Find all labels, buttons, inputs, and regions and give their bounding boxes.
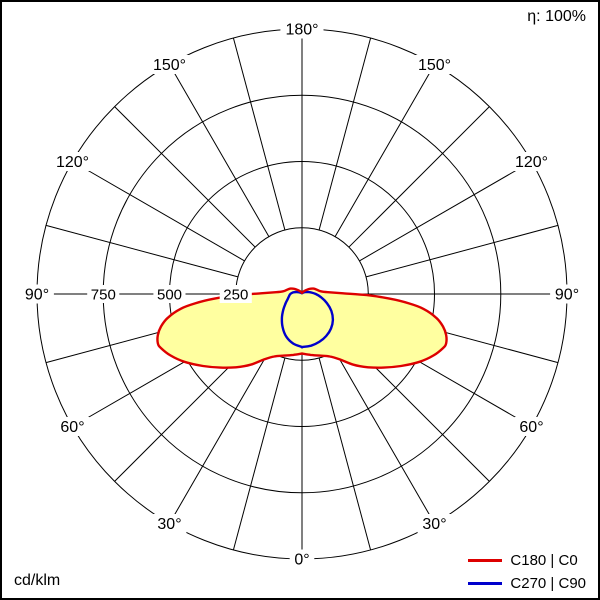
grid-radial-line bbox=[318, 37, 372, 231]
efficiency-label: η: 100% bbox=[527, 8, 586, 25]
angle-label-90-right-bg bbox=[550, 284, 584, 304]
angle-label-90-left: 90° bbox=[25, 287, 49, 304]
grid-radial-line bbox=[169, 64, 270, 237]
grid-radial-line bbox=[114, 106, 256, 248]
angle-label-30-left: 30° bbox=[157, 516, 181, 533]
grid-radial-line bbox=[232, 357, 286, 551]
angle-label-30-right: 30° bbox=[422, 516, 446, 533]
unit-label: cd/klm bbox=[14, 572, 61, 589]
grid-radial-line bbox=[334, 351, 435, 524]
angle-label-0-bg bbox=[289, 549, 315, 569]
angle-label-30-left-bg bbox=[152, 514, 187, 533]
ring-label-500-bg bbox=[153, 285, 186, 303]
angle-label-90-left-bg bbox=[20, 284, 54, 304]
angle-label-120-left: 120° bbox=[56, 154, 89, 171]
ring-label-500: 500 bbox=[157, 286, 182, 303]
angle-label-150-right-bg bbox=[412, 55, 456, 74]
angle-label-60-left: 60° bbox=[60, 419, 84, 436]
angle-label-60-right: 60° bbox=[519, 419, 543, 436]
grid-radial-line bbox=[232, 37, 286, 231]
angle-label-30-right-bg bbox=[417, 514, 452, 533]
angle-label-60-right-bg bbox=[514, 417, 549, 436]
angle-label-180: 180° bbox=[285, 22, 318, 39]
grid-radial-line bbox=[45, 224, 239, 278]
grid-radial-line bbox=[72, 161, 245, 262]
ring-label-750-bg bbox=[87, 285, 120, 303]
legend-label-c270-c90: C270 | C90 bbox=[510, 575, 586, 592]
grid-radial-line bbox=[334, 64, 435, 237]
angle-label-150-left-bg bbox=[147, 55, 191, 74]
angle-label-180-bg bbox=[280, 19, 324, 39]
grid-radial-line bbox=[359, 161, 532, 262]
angle-label-0: 0° bbox=[294, 552, 309, 569]
angle-label-120-right-bg bbox=[509, 152, 553, 171]
ring-label-250: 250 bbox=[223, 286, 248, 303]
curve-fill-c180-c0 bbox=[157, 288, 447, 368]
grid-radial-line bbox=[348, 106, 490, 248]
angle-label-150-right: 150° bbox=[418, 57, 451, 74]
curve-c270-c90 bbox=[280, 290, 335, 349]
legend-blue-line-swatch bbox=[468, 582, 503, 585]
legend-label-c180-c0: C180 | C0 bbox=[510, 552, 578, 569]
grid-radial-line bbox=[318, 357, 372, 551]
grid-radial-line bbox=[169, 351, 270, 524]
ring-label-750: 750 bbox=[91, 286, 116, 303]
curve-c180-c0 bbox=[156, 287, 448, 369]
legend: C180 | C0 C270 | C90 bbox=[468, 552, 586, 592]
angle-label-120-left-bg bbox=[50, 152, 94, 171]
legend-item-c270-c90: C270 | C90 bbox=[468, 575, 586, 592]
angle-label-120-right: 120° bbox=[515, 154, 548, 171]
legend-item-c180-c0: C180 | C0 bbox=[468, 552, 586, 569]
ring-label-250-bg bbox=[219, 285, 252, 303]
angle-label-60-left-bg bbox=[55, 417, 90, 436]
angle-label-90-right: 90° bbox=[555, 287, 579, 304]
angle-label-150-left: 150° bbox=[153, 57, 186, 74]
grid-radial-line bbox=[365, 224, 559, 278]
legend-red-line-swatch bbox=[468, 559, 503, 562]
